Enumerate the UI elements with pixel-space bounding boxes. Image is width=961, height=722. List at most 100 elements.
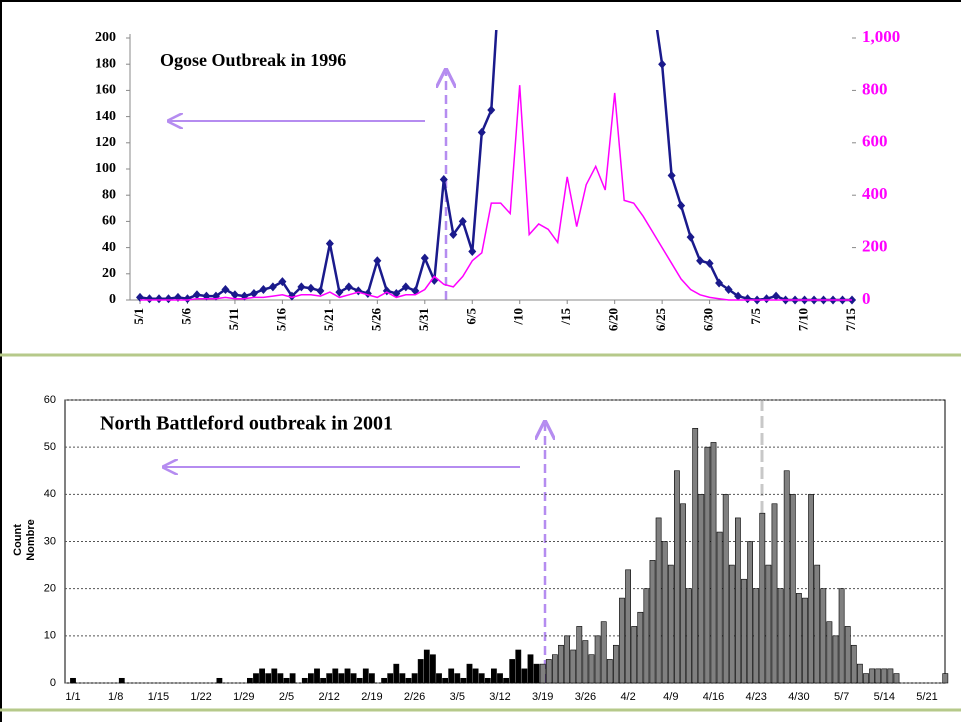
x-tick-label: 6/25 bbox=[653, 308, 668, 332]
bar bbox=[600, 621, 607, 684]
data-point bbox=[278, 277, 287, 287]
bar bbox=[454, 673, 461, 684]
x-tick-label: 5/1 bbox=[131, 308, 146, 325]
bar bbox=[399, 673, 406, 684]
data-point bbox=[306, 283, 315, 293]
bar bbox=[594, 635, 601, 684]
bar bbox=[783, 470, 790, 684]
x-tick-label: 2/5 bbox=[279, 691, 294, 703]
x-tick-label: 2/26 bbox=[404, 691, 425, 703]
y-tick-label: 180 bbox=[95, 56, 116, 71]
bar bbox=[448, 668, 455, 684]
x-tick-label: 5/7 bbox=[834, 691, 849, 703]
data-point bbox=[297, 282, 306, 292]
x-tick-label: 5/11 bbox=[226, 308, 241, 330]
data-point bbox=[724, 285, 733, 295]
bar bbox=[582, 640, 589, 684]
bar bbox=[576, 626, 583, 684]
bar bbox=[503, 677, 509, 684]
series-line bbox=[140, 85, 852, 301]
bar bbox=[771, 503, 778, 684]
data-point bbox=[316, 286, 325, 296]
bar bbox=[472, 668, 479, 684]
bar bbox=[728, 564, 735, 684]
data-point bbox=[344, 282, 353, 292]
data-point bbox=[477, 127, 486, 137]
y-axis-label: Count bbox=[12, 524, 24, 556]
bar bbox=[765, 564, 772, 684]
bar bbox=[844, 626, 851, 684]
data-point bbox=[449, 230, 458, 239]
x-tick-label: 1/29 bbox=[233, 691, 254, 703]
data-point bbox=[401, 282, 410, 292]
bar bbox=[643, 588, 650, 684]
x-tick-label: 7/5 bbox=[748, 308, 763, 325]
chart-title: Ogose Outbreak in 1996 bbox=[160, 50, 346, 70]
bar bbox=[722, 494, 729, 684]
bar bbox=[667, 564, 674, 684]
bar bbox=[631, 626, 638, 684]
bar bbox=[570, 649, 577, 684]
y-tick-label: 160 bbox=[95, 83, 116, 98]
data-point bbox=[458, 216, 467, 226]
data-point bbox=[696, 256, 705, 266]
bar bbox=[551, 654, 558, 684]
y-tick-label: 40 bbox=[44, 488, 56, 500]
bar bbox=[686, 588, 692, 684]
y2-tick-label: 400 bbox=[862, 184, 888, 203]
x-tick-label: 5/21 bbox=[916, 691, 937, 703]
bar bbox=[429, 654, 436, 684]
data-point bbox=[487, 105, 496, 115]
bar bbox=[802, 597, 808, 684]
bar bbox=[521, 668, 528, 684]
bar bbox=[314, 668, 320, 684]
bar bbox=[436, 673, 442, 684]
charts: 0204060801001201401601802000200400600800… bbox=[12, 27, 949, 703]
y-axis-label: Nombre bbox=[25, 519, 37, 561]
x-tick-label: 2/19 bbox=[361, 691, 382, 703]
y-tick-label: 60 bbox=[44, 394, 56, 406]
data-point bbox=[154, 294, 163, 304]
bar bbox=[869, 668, 875, 684]
data-point bbox=[677, 201, 686, 211]
y2-tick-label: 1,000 bbox=[862, 27, 900, 46]
bar bbox=[509, 659, 516, 684]
series-line bbox=[139, 30, 852, 302]
bar bbox=[283, 677, 290, 684]
bar bbox=[564, 635, 570, 684]
x-tick-label: 7/15 bbox=[843, 308, 858, 332]
data-point bbox=[268, 282, 277, 292]
x-tick-label: 1/15 bbox=[148, 691, 169, 703]
bar bbox=[411, 673, 418, 684]
y-tick-label: 100 bbox=[95, 161, 116, 176]
x-tick-label: 5/16 bbox=[273, 308, 288, 332]
bar bbox=[387, 673, 394, 684]
x-tick-label: /10 bbox=[511, 308, 526, 326]
bar bbox=[692, 427, 699, 684]
bar bbox=[490, 668, 497, 684]
bar bbox=[320, 677, 326, 684]
bar bbox=[673, 470, 680, 684]
y2-tick-label: 200 bbox=[862, 237, 888, 256]
y-tick-label: 200 bbox=[95, 30, 116, 45]
y-tick-label: 30 bbox=[44, 535, 56, 547]
y-tick-label: 20 bbox=[102, 266, 116, 281]
x-tick-label: 5/26 bbox=[368, 308, 383, 332]
data-point bbox=[221, 285, 230, 295]
bar bbox=[497, 673, 503, 684]
bar bbox=[942, 673, 949, 684]
bar bbox=[405, 677, 412, 684]
bar bbox=[625, 569, 631, 684]
x-tick-label: /15 bbox=[558, 308, 573, 326]
bar bbox=[759, 512, 766, 684]
data-point bbox=[335, 287, 344, 297]
bar bbox=[118, 677, 125, 684]
bar bbox=[680, 503, 686, 684]
y-tick-label: 20 bbox=[44, 583, 56, 595]
bar bbox=[417, 659, 424, 684]
bar bbox=[356, 677, 363, 684]
bar bbox=[216, 677, 223, 684]
data-point bbox=[743, 294, 752, 304]
bar bbox=[655, 517, 662, 684]
